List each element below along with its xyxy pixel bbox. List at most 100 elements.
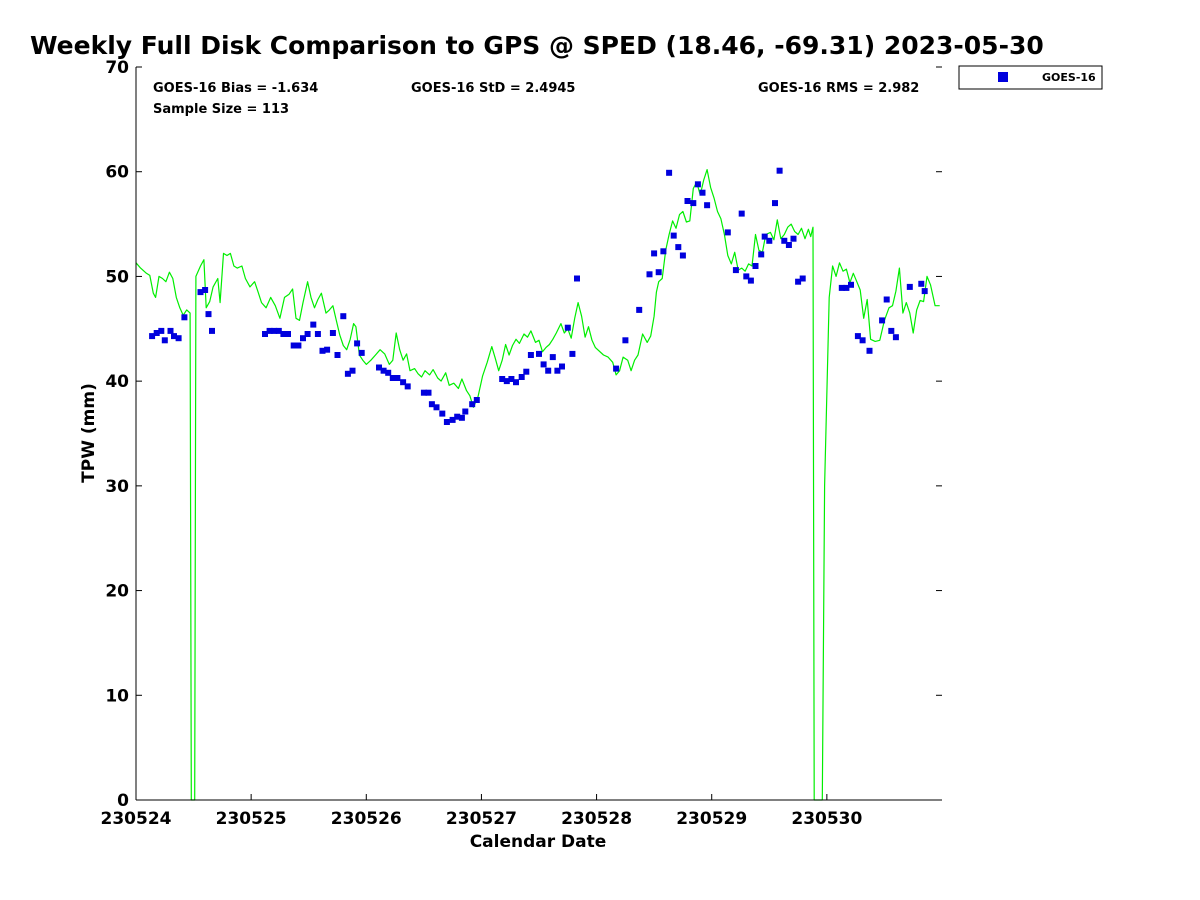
goes16-point — [205, 311, 212, 318]
y-tick-label: 60 — [105, 163, 129, 183]
goes16-point — [420, 389, 427, 396]
goes16-point — [622, 337, 629, 344]
goes16-point — [655, 269, 662, 276]
goes16-point — [666, 169, 673, 176]
y-tick-label: 30 — [105, 477, 129, 497]
goes16-point — [400, 379, 407, 386]
goes16-point — [675, 244, 682, 251]
goes16-point — [545, 367, 552, 374]
goes16-point — [271, 327, 278, 334]
y-tick-label: 10 — [105, 686, 129, 706]
plot-area: 0 10 20 30 40 50 60 70 230524 230525 230526 230527… — [101, 58, 942, 829]
goes16-point — [921, 288, 928, 295]
goes16-point — [304, 331, 311, 337]
goes16-point — [285, 331, 291, 337]
goes16-point — [866, 347, 873, 354]
x-tick-label: 230524 — [101, 809, 172, 829]
sample-size-stat: Sample Size = 113 — [153, 102, 289, 117]
goes16-point — [785, 242, 792, 248]
goes16-point — [704, 202, 711, 209]
goes16-point — [518, 374, 525, 380]
goes16-point — [508, 376, 515, 382]
goes16-point — [380, 367, 387, 374]
x-tick-label: 230527 — [446, 809, 517, 829]
goes16-point — [679, 252, 686, 259]
goes16-point — [752, 263, 759, 269]
std-stat: GOES-16 StD = 2.4945 — [411, 81, 575, 96]
goes16-point — [646, 271, 653, 278]
legend-label-goes16: GOES-16 — [1042, 71, 1096, 84]
goes16-point — [540, 361, 547, 368]
goes16-point — [167, 327, 174, 334]
goes16-point — [554, 367, 561, 374]
goes16-point — [389, 375, 396, 381]
goes16-point — [651, 250, 658, 257]
goes16-point — [385, 369, 392, 376]
y-tick-label: 0 — [117, 791, 129, 811]
goes16-point — [670, 232, 677, 239]
goes16-point — [660, 248, 667, 255]
goes16-point — [848, 281, 854, 288]
goes16-point — [761, 233, 768, 240]
goes16-point — [879, 317, 886, 324]
goes16-point — [340, 313, 347, 320]
goes16-point — [732, 267, 739, 274]
goes16-point — [354, 340, 361, 347]
goes16-point — [153, 330, 160, 336]
goes16-point — [883, 296, 890, 303]
goes16-point — [684, 198, 691, 204]
legend-marker-goes16 — [998, 72, 1008, 82]
goes16-point — [776, 167, 783, 174]
goes16-point — [854, 333, 861, 340]
goes16-point — [859, 337, 866, 344]
goes16-point — [781, 237, 788, 244]
goes16-point — [376, 364, 382, 371]
goes16-point — [724, 229, 731, 236]
goes16-point — [738, 210, 745, 217]
y-tick-label: 20 — [105, 582, 129, 602]
goes16-point — [202, 287, 209, 293]
x-tick-label: 230529 — [676, 809, 747, 829]
legend: GOES-16 — [958, 65, 1103, 90]
bias-stat: GOES-16 Bias = -1.634 — [153, 81, 318, 96]
goes16-point — [300, 335, 306, 342]
goes16-point — [918, 280, 925, 287]
goes16-point — [536, 350, 542, 357]
goes16-point — [503, 378, 510, 385]
gps-series-layer — [135, 169, 940, 801]
goes16-point — [747, 277, 754, 284]
x-tick-label: 230528 — [561, 809, 632, 829]
goes16-point — [499, 376, 506, 382]
goes16-point — [358, 349, 365, 356]
goes16-point — [425, 389, 432, 396]
goes16-point — [772, 200, 778, 207]
goes16-point — [636, 306, 643, 313]
goes16-point — [334, 352, 341, 358]
goes16-point — [329, 330, 336, 336]
gps-reference-line — [135, 169, 940, 801]
goes16-point — [458, 414, 465, 421]
goes16-point — [569, 350, 576, 357]
goes16-point — [613, 365, 620, 372]
goes16-point — [888, 327, 895, 334]
goes16-point — [443, 419, 450, 425]
goes16-point — [892, 334, 899, 341]
goes16-point — [766, 237, 773, 244]
goes16-point — [906, 283, 913, 290]
goes16-point — [527, 352, 534, 358]
goes16-point — [795, 278, 802, 285]
x-axis-label: Calendar Date — [470, 832, 607, 852]
legend-box — [958, 65, 1103, 90]
goes16-point — [275, 327, 282, 334]
goes16-point — [469, 401, 476, 408]
x-tick-label: 230530 — [791, 809, 862, 829]
goes16-point — [161, 337, 168, 344]
goes16-point — [209, 327, 215, 334]
goes16-point — [344, 370, 351, 377]
y-tick-label: 40 — [105, 372, 129, 392]
goes16-point — [262, 331, 268, 337]
y-axis-ticks: 0 10 20 30 40 50 60 70 — [105, 58, 942, 811]
goes16-point — [574, 275, 580, 282]
goes16-point — [295, 342, 302, 349]
